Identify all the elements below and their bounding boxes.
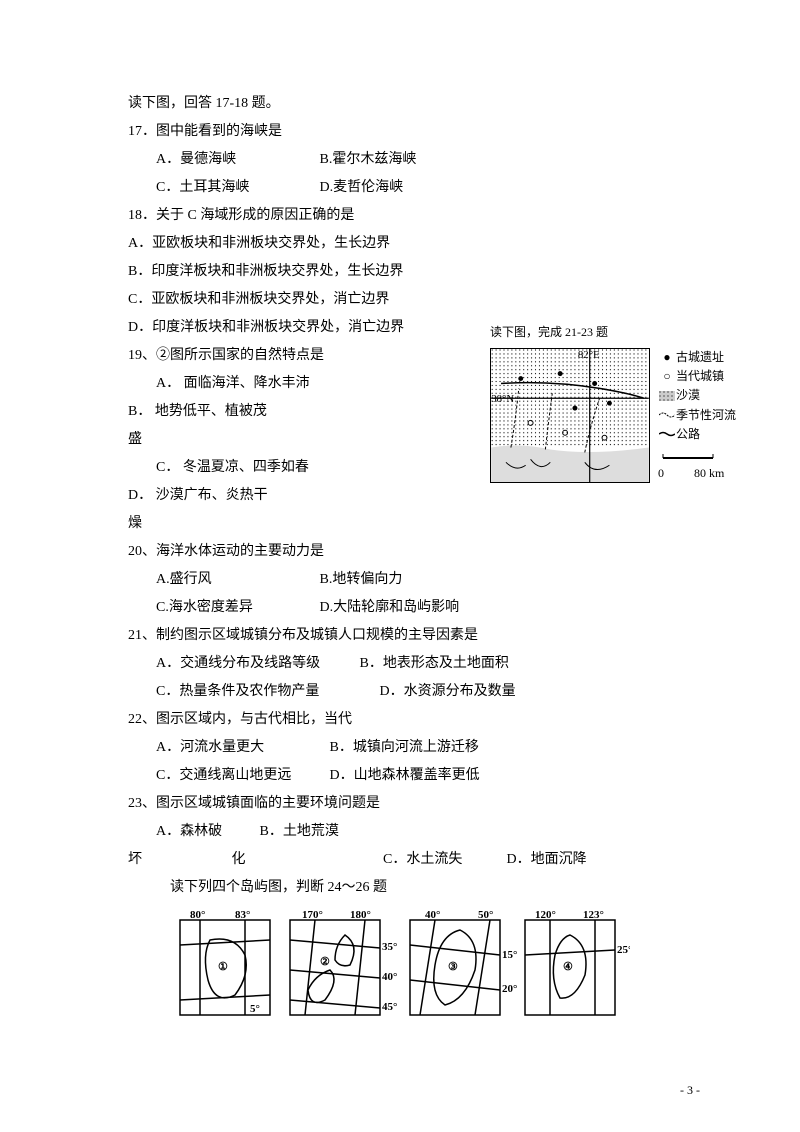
svg-text:35°: 35° [382,941,397,953]
page-number: - 3 - [680,1078,700,1102]
q17-stem: 17．图中能看到的海峡是 [100,118,700,146]
q23-c: C．水土流失 [355,846,475,874]
q19-d2: 燥 [100,510,460,538]
svg-text:5°: 5° [250,1003,260,1015]
svg-text:120°: 120° [535,909,556,921]
q18-a: A．亚欧板块和非洲板块交界处，生长边界 [100,230,700,258]
q20-d: D.大陆轮廓和岛屿影响 [292,594,460,622]
svg-text:②: ② [320,956,330,968]
q23-stem: 23、图示区域城镇面临的主要环境问题是 [100,790,700,818]
q18-b: B．印度洋板块和非洲板块交界处，生长边界 [100,258,700,286]
q21-stem: 21、制约图示区域城镇分布及城镇人口规模的主导因素是 [100,622,700,650]
q20-c: C.海水密度差异 [128,594,288,622]
svg-text:38°N: 38°N [491,393,514,405]
q20-stem: 20、海洋水体运动的主要动力是 [100,538,700,566]
q19-a: A． 面临海洋、降水丰沛 [128,370,318,398]
q19-b2: 盛 [100,426,460,454]
q19-stem: 19、②图所示国家的自然特点是 [100,342,460,370]
q19-b: B． 地势低平、植被茂 [100,398,267,426]
q17-c: C．土耳其海峡 [128,174,288,202]
q17-a: A．曼德海峡 [128,146,288,174]
q18-stem: 18．关于 C 海域形成的原因正确的是 [100,202,700,230]
intro-17-18: 读下图，回答 17-18 题。 [100,90,700,118]
q21-a: A．交通线分布及线路等级 [128,650,328,678]
svg-text:80°: 80° [190,909,205,921]
svg-text:40°: 40° [382,971,397,983]
svg-text:170°: 170° [302,909,323,921]
svg-text:15°: 15° [502,949,517,961]
svg-text:④: ④ [563,961,573,973]
q23-a: A．森林破坏 [128,818,228,874]
q20-b: B.地转偏向力 [292,566,403,594]
svg-text:83°: 83° [235,909,250,921]
intro-24-26: 读下列四个岛屿图，判断 24～26 题 [100,874,700,902]
svg-text:45°: 45° [382,1001,397,1013]
q21-c: C．热量条件及农作物产量 [128,678,348,706]
svg-text:40°: 40° [425,909,440,921]
svg-text:82°E: 82°E [578,349,600,361]
map-figure: 读下图，完成 21-23 题 82°E 38°N [490,320,750,483]
islands-figure: 80° 83° 5° ① 170° 180° 35° 40° 45° ② [170,908,630,1028]
svg-text:123°: 123° [583,909,604,921]
q21-d: D．水资源分布及数量 [352,678,516,706]
q19-d: D． 沙漠广布、炎热干 [100,482,268,510]
q22-d: D．山地森林覆盖率更低 [302,762,480,790]
svg-text:①: ① [218,961,228,973]
q19-c: C． 冬温夏凉、四季如春 [128,454,318,482]
q20-a: A.盛行风 [128,566,288,594]
q22-c: C．交通线离山地更远 [128,762,298,790]
q23-b: B．土地荒漠化 [232,818,352,874]
q18-c: C．亚欧板块和非洲板块交界处，消亡边界 [100,286,700,314]
svg-text:50°: 50° [478,909,493,921]
map-title: 读下图，完成 21-23 题 [490,320,750,344]
q22-stem: 22、图示区域内，与古代相比，当代 [100,706,700,734]
q23-d: D．地面沉降 [479,846,587,874]
svg-text:25°: 25° [617,944,630,956]
map-legend: ●古城遗址 ○当代城镇 沙漠 季节性河流 公路 080 km [658,348,736,483]
q22-b: B．城镇向河流上游迁移 [302,734,479,762]
q22-a: A．河流水量更大 [128,734,298,762]
q17-b: B.霍尔木兹海峡 [292,146,417,174]
q21-b: B．地表形态及土地面积 [332,650,509,678]
svg-text:20°: 20° [502,983,517,995]
svg-text:③: ③ [448,961,458,973]
svg-text:180°: 180° [350,909,371,921]
q17-d: D.麦哲伦海峡 [292,174,404,202]
